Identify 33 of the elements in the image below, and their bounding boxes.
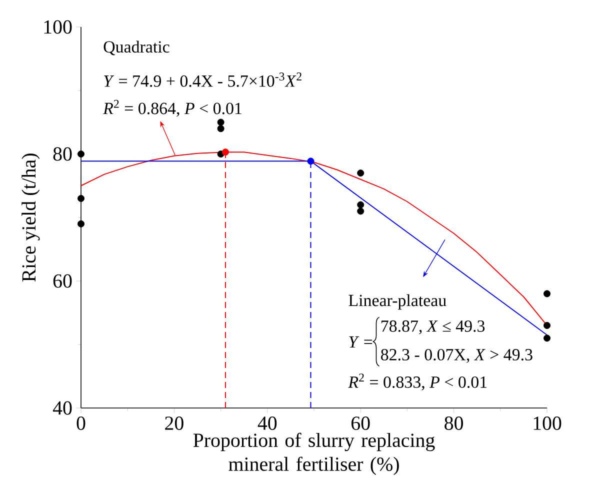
y-tick-label: 80 [53, 147, 72, 161]
x-tick-label: 20 [165, 416, 184, 430]
x-tick-label: 60 [352, 416, 370, 430]
y-tick-label: 60 [53, 274, 72, 288]
x-tick-label: 100 [534, 416, 562, 430]
point [357, 170, 364, 177]
point [217, 125, 224, 132]
annotation: Y = 74.9 + 0.4X - 5.7×10$^{-3}$X$^{2}$ [104, 72, 302, 87]
point [78, 194, 84, 202]
point [544, 322, 551, 329]
annotation: 78.87, X ≤ 49.3 [381, 320, 485, 334]
y-tick-label: 100 [44, 20, 72, 34]
annotation: Linear-plateau [348, 294, 446, 310]
x-tick-label: 40 [258, 416, 277, 430]
point [544, 290, 551, 298]
annotation: Quadratic [104, 40, 170, 56]
point [544, 334, 551, 342]
point [78, 150, 84, 158]
annotation: R$^{2}$ = 0.833, P < 0.01 [348, 374, 487, 390]
point [78, 220, 84, 228]
point [307, 158, 314, 165]
annotation: 82.3 - 0.07X, X > 49.3 [381, 348, 532, 363]
point [357, 208, 364, 215]
point [222, 148, 229, 156]
x-axis-title: Proportion of slurry replacing mineral fertiliser (%) [193, 432, 435, 475]
annotation: Y = [349, 336, 372, 348]
annotation: R$^{2}$ = 0.864, P < 0.01 [103, 100, 242, 117]
y-axis-title: Rice yield (t/ha) [22, 154, 40, 282]
point [357, 201, 364, 208]
y-tick-label: 40 [52, 401, 72, 415]
x-tick-label: 80 [444, 416, 464, 430]
point [217, 118, 224, 126]
x-tick-label: 0 [76, 416, 86, 430]
